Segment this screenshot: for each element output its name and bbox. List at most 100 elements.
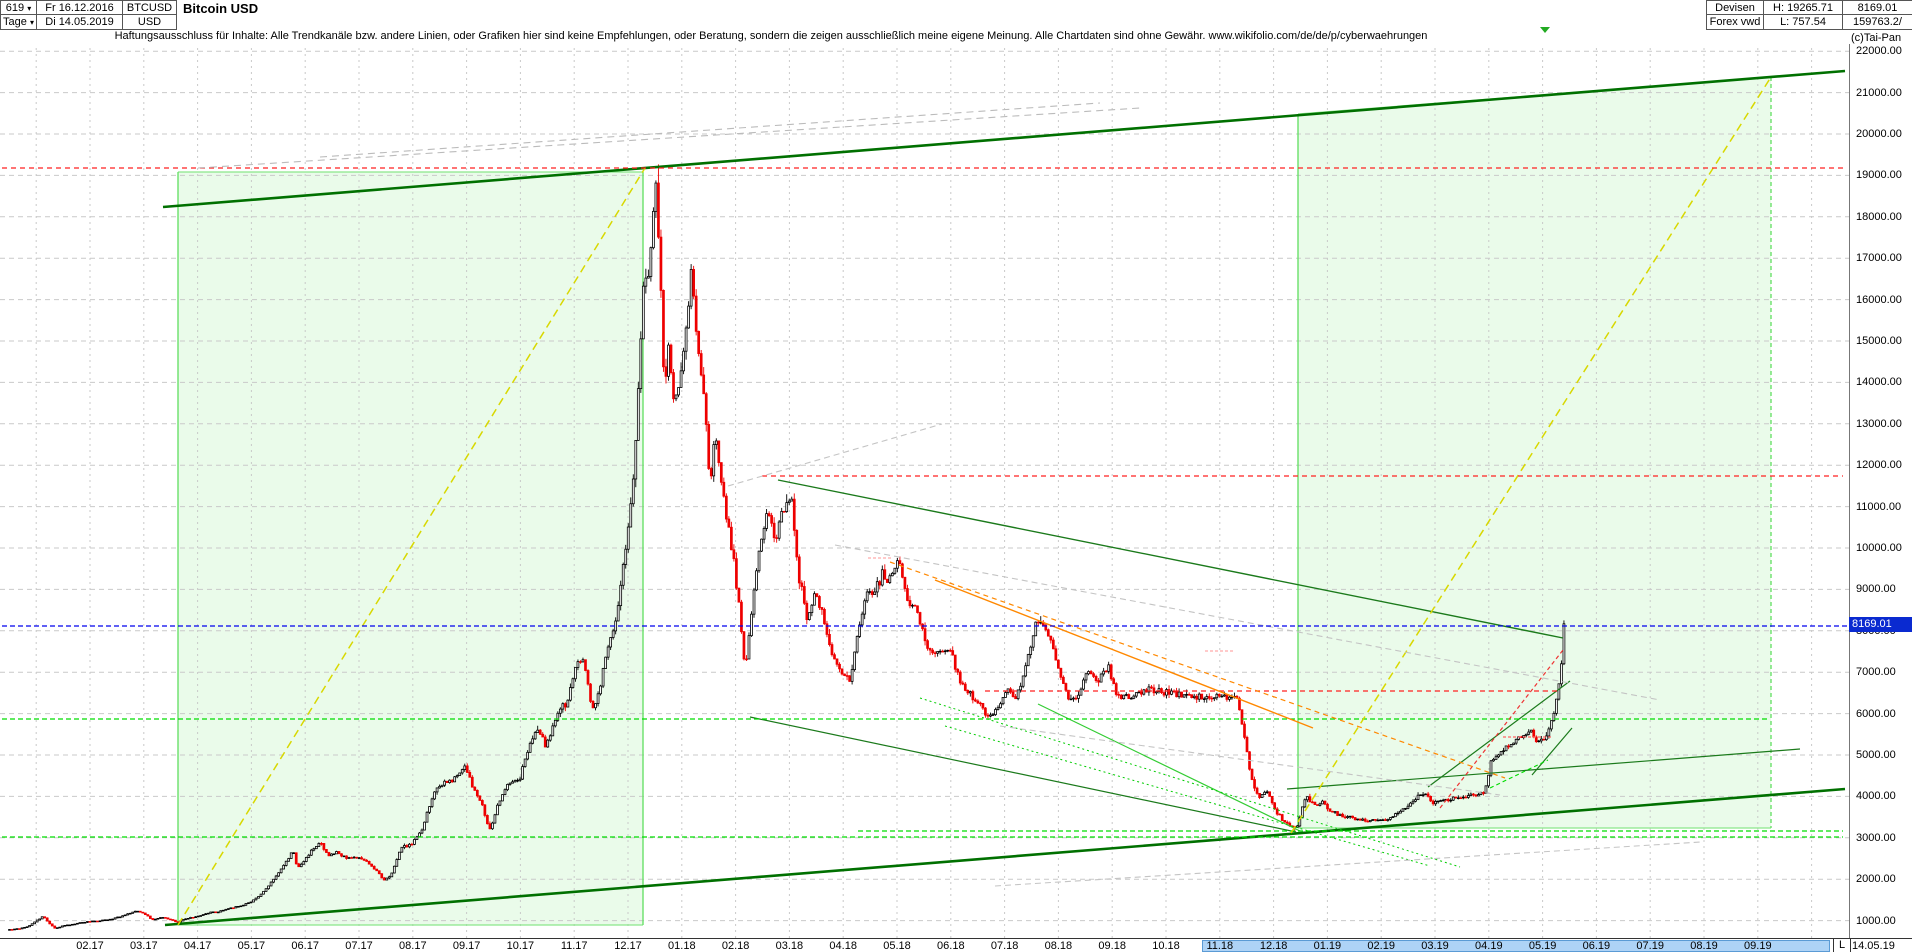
support-2018-line[interactable]	[749, 716, 1297, 833]
gray-dash-6-line[interactable]	[999, 725, 1501, 796]
candle-up	[1220, 695, 1224, 698]
candle-up	[667, 344, 670, 377]
candle-up	[309, 849, 313, 856]
candle-down	[1323, 800, 1327, 805]
candle-down	[702, 374, 706, 395]
candle-down	[365, 859, 369, 862]
lightgreen-steep-line[interactable]	[1037, 703, 1301, 832]
red-diag-line[interactable]	[1439, 649, 1564, 809]
candle-down	[833, 654, 836, 660]
candle-up	[1477, 794, 1480, 797]
candle-up	[546, 739, 550, 748]
candle-up	[1124, 694, 1128, 696]
green-dotted-1-line[interactable]	[919, 697, 1461, 868]
candle-up	[624, 548, 628, 565]
gray-dash-1-line[interactable]	[197, 107, 1141, 169]
candle-up	[25, 926, 29, 928]
symbol-field[interactable]: BTCUSD	[123, 0, 177, 15]
candle-down	[171, 919, 175, 921]
candle-up	[267, 885, 270, 890]
bars-count-dropdown[interactable]: 619 ▾	[0, 0, 37, 15]
date-to-field[interactable]: Di 14.05.2019	[37, 15, 123, 30]
rally-support-line[interactable]	[1427, 680, 1571, 788]
candle-up	[1489, 760, 1493, 776]
candle-up	[1434, 800, 1438, 805]
flat-right-line[interactable]	[1286, 748, 1801, 790]
candle-down	[141, 911, 145, 914]
orange-dashed-line[interactable]	[889, 561, 1506, 779]
candle-down	[473, 786, 477, 791]
candle-down	[692, 269, 695, 297]
candle-up	[674, 394, 678, 400]
x-axis-label: 05.17	[237, 940, 266, 952]
candle-up	[93, 920, 97, 923]
y-axis-label: 3000.00	[1856, 831, 1896, 844]
candle-down	[148, 915, 152, 919]
last-price-tag: 8169.01	[1849, 616, 1912, 632]
candle-up	[254, 897, 258, 901]
candle-down	[1162, 692, 1166, 696]
y-axis-label: 9000.00	[1856, 583, 1896, 596]
candle-up	[108, 918, 112, 921]
candle-down	[976, 700, 980, 704]
candle-up	[123, 914, 127, 917]
rally-support2-line[interactable]	[1531, 727, 1573, 776]
candle-up	[1170, 690, 1173, 695]
candle-up	[1147, 686, 1151, 693]
candle-down	[176, 921, 180, 923]
candle-up	[513, 780, 517, 783]
volume-value: 159763.2/	[1843, 15, 1912, 30]
candle-up	[1197, 693, 1201, 700]
period-dropdown[interactable]: Tage ▾	[0, 15, 37, 30]
yellow-right-line[interactable]	[1290, 76, 1772, 834]
candle-up	[415, 836, 419, 840]
date-from-field[interactable]: Fr 16.12.2016	[37, 0, 123, 15]
candle-down	[586, 670, 590, 685]
candle-up	[594, 703, 597, 709]
y-axis-label: 19000.00	[1856, 169, 1902, 182]
candle-up	[1016, 689, 1020, 700]
x-axis-label: 03.18	[775, 940, 804, 952]
x-axis-label: 08.17	[399, 940, 427, 952]
channel-top-line[interactable]	[162, 69, 1846, 209]
candle-up	[850, 669, 854, 682]
candle-up	[506, 783, 509, 791]
green-dash-diag-line[interactable]	[1489, 759, 1549, 789]
candle-down	[1094, 676, 1098, 682]
candle-down	[843, 673, 846, 676]
candle-up	[65, 924, 69, 927]
candle-down	[1217, 693, 1221, 697]
candle-up	[390, 872, 394, 878]
candle-up	[1230, 696, 1234, 699]
candle-up	[455, 775, 459, 778]
candle-up	[689, 269, 693, 307]
candle-up	[687, 305, 690, 329]
candle-up	[284, 860, 288, 866]
channel-bottom-line[interactable]	[164, 787, 1846, 927]
candle-up	[357, 857, 361, 859]
candle-up	[269, 881, 273, 887]
candle-down	[481, 800, 484, 806]
candle-up	[1494, 756, 1498, 760]
candle-up	[491, 822, 494, 830]
x-axis-label: 11.17	[560, 940, 588, 952]
candle-up	[994, 709, 997, 716]
candle-down	[1175, 691, 1178, 698]
green-dotted-2-line[interactable]	[944, 725, 1431, 867]
orange-solid-line[interactable]	[934, 579, 1314, 729]
yellow-left-line[interactable]	[177, 167, 646, 926]
gray-dash-3-line[interactable]	[727, 423, 943, 487]
candle-down	[986, 714, 990, 717]
candle-up	[652, 210, 655, 249]
candle-up	[1394, 813, 1397, 818]
price-chart[interactable]	[0, 44, 1849, 938]
candle-up	[312, 848, 316, 851]
candle-up	[518, 778, 522, 781]
candle-up	[853, 651, 856, 670]
candle-up	[1361, 818, 1365, 821]
gray-dash-2-line[interactable]	[319, 102, 1101, 158]
candle-up	[551, 725, 555, 737]
candle-down	[963, 683, 967, 691]
candle-down	[151, 918, 155, 921]
gray-dash-5-line[interactable]	[994, 841, 1701, 887]
